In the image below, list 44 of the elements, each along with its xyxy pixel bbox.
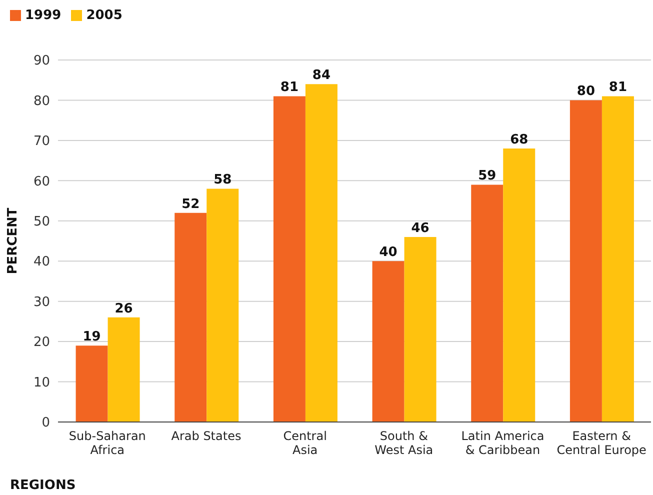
bar — [602, 96, 634, 422]
bar — [404, 236, 436, 422]
data-label: 81 — [608, 80, 628, 96]
y-tick-label: 10 — [33, 375, 50, 390]
data-label: 59 — [478, 168, 496, 184]
bar — [174, 212, 207, 422]
y-tick-label: 0 — [42, 416, 50, 431]
data-label: 19 — [82, 330, 101, 345]
bar — [273, 96, 306, 422]
data-label: 52 — [182, 196, 200, 212]
bar — [108, 317, 140, 422]
x-tick-label: Latin America & Caribbean — [461, 429, 544, 457]
bar — [503, 148, 536, 422]
y-tick-label: 40 — [33, 254, 50, 270]
x-tick-label: Eastern & Central Europe — [556, 429, 646, 457]
bar — [206, 188, 239, 422]
y-axis-title: PERCENT — [6, 208, 21, 274]
bar — [76, 346, 108, 422]
y-tick-label: 50 — [33, 214, 50, 230]
data-label: 58 — [214, 172, 232, 188]
y-tick-label: 30 — [33, 294, 50, 310]
x-tick-label: Sub-Saharan Africa — [68, 429, 146, 457]
y-tick-label: 80 — [33, 94, 50, 109]
data-label: 46 — [411, 220, 430, 236]
bar — [570, 100, 602, 422]
x-tick-label: Central Asia — [283, 429, 327, 457]
data-label: 80 — [576, 84, 596, 100]
y-tick-label: 90 — [33, 54, 50, 69]
data-label: 81 — [280, 80, 299, 96]
legend-label: 2005 — [86, 8, 122, 23]
y-tick-label: 60 — [33, 174, 50, 190]
y-tick-label: 70 — [33, 134, 50, 150]
data-label: 40 — [379, 245, 398, 260]
bar — [471, 184, 504, 422]
data-label: 84 — [312, 68, 331, 84]
data-label: 26 — [114, 301, 133, 316]
legend-label: 1999 — [25, 8, 62, 23]
bar — [305, 84, 338, 422]
bar — [372, 261, 404, 422]
x-tick-label: South & West Asia — [374, 429, 434, 457]
data-label: 68 — [510, 132, 528, 148]
x-axis-title: REGIONS — [10, 478, 76, 493]
x-tick-label: Arab States — [171, 429, 242, 443]
y-tick-label: 20 — [33, 335, 50, 350]
